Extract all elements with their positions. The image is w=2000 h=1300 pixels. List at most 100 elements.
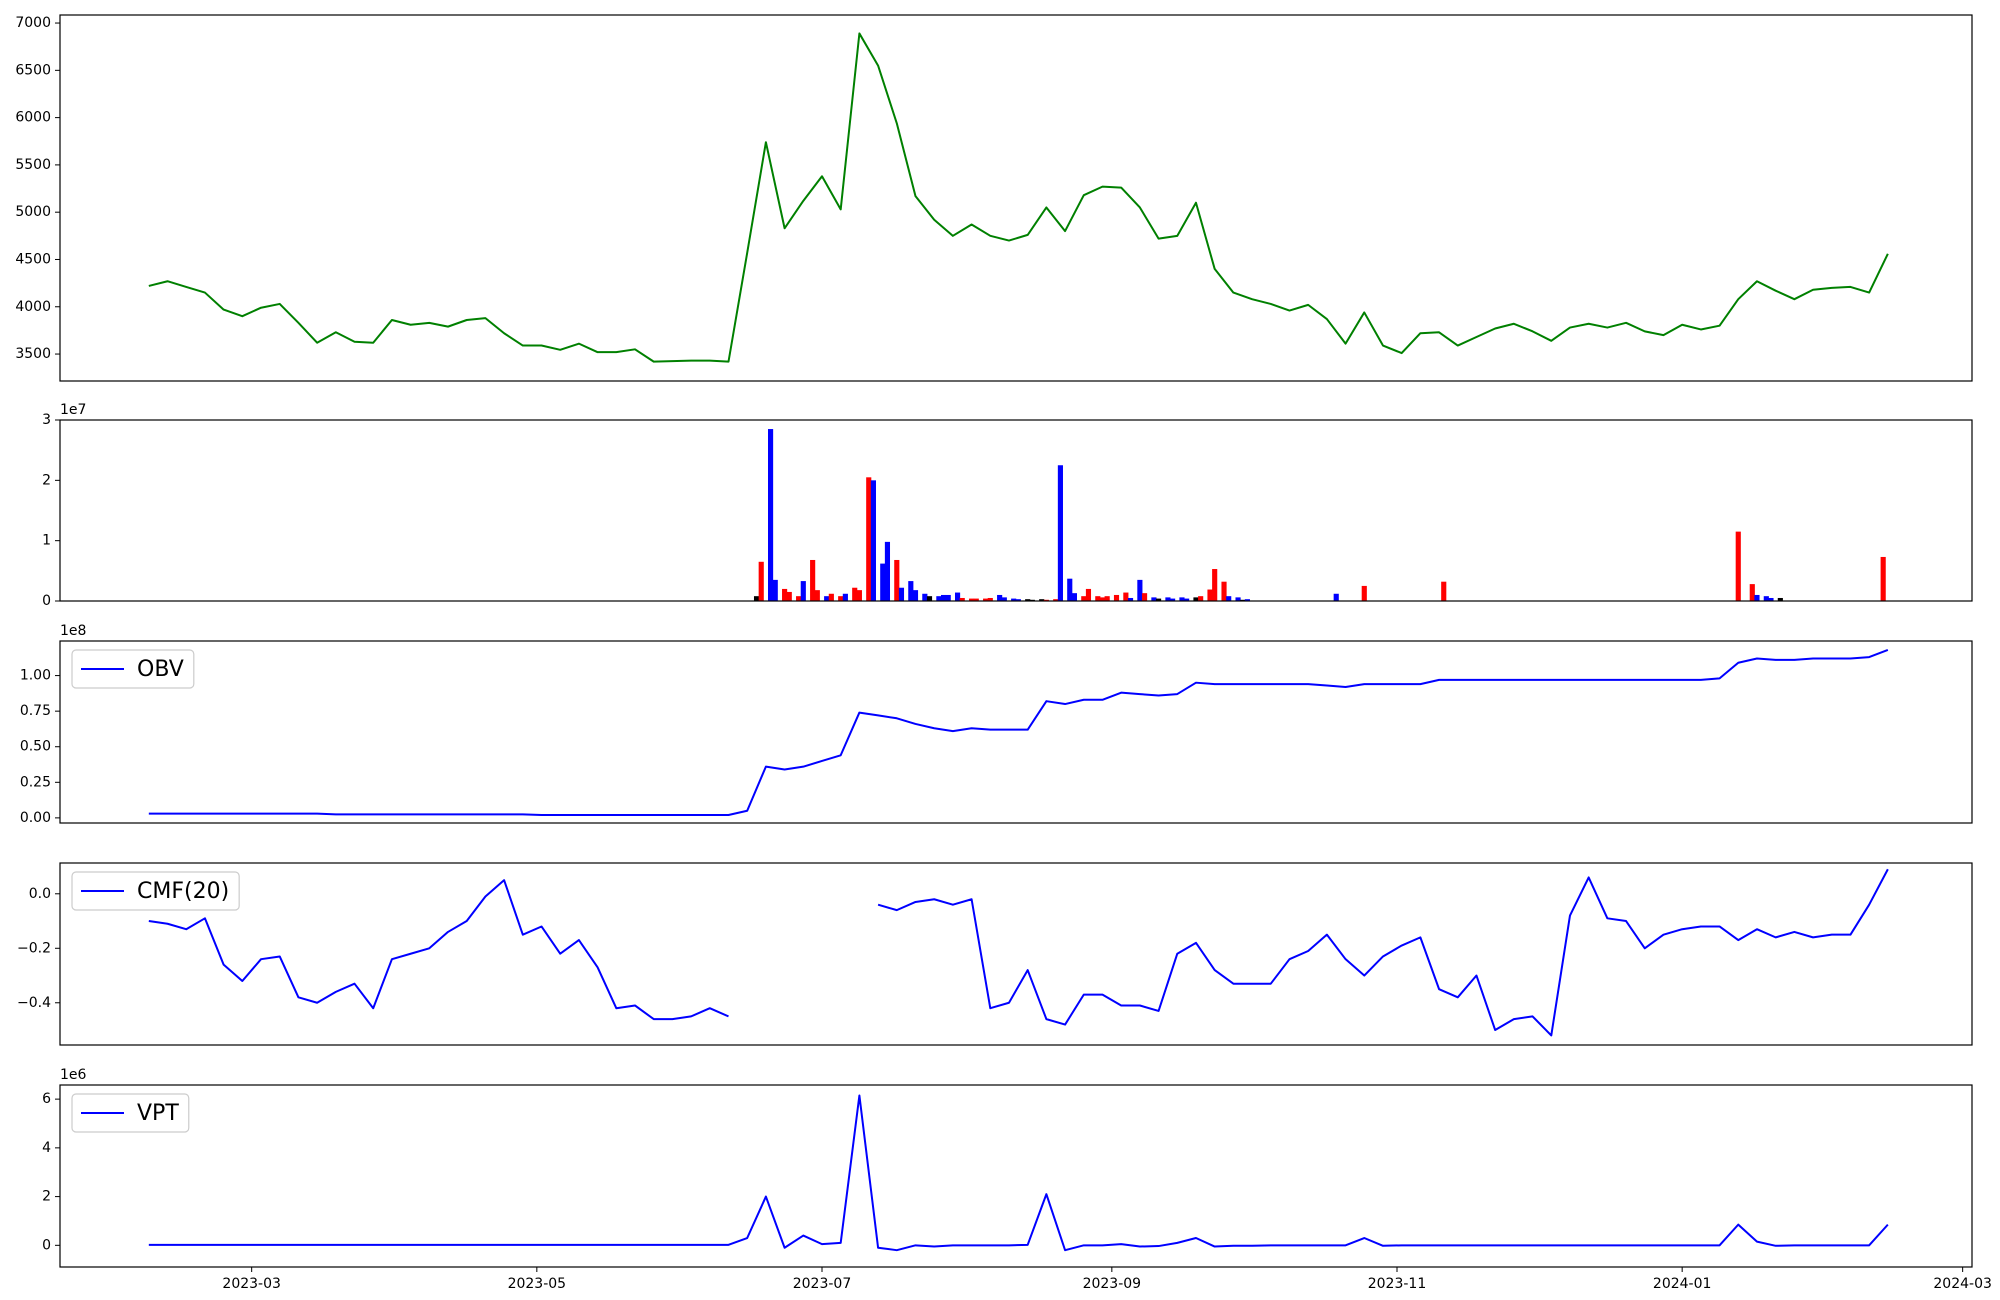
- bar: [1085, 588, 1092, 601]
- bar: [768, 429, 774, 601]
- line-series: [148, 1094, 1889, 1252]
- bar: [1212, 569, 1218, 601]
- bar: [922, 593, 928, 601]
- y-tick-label: 1: [42, 533, 51, 549]
- y-offset-label: 1e8: [60, 623, 86, 639]
- bar: [1193, 597, 1199, 601]
- y-tick-label: 1.00: [20, 668, 51, 684]
- plot-frame: [59, 862, 1973, 1046]
- y-tick-label: 2: [42, 1189, 51, 1205]
- bar: [1141, 593, 1148, 601]
- bar: [1053, 599, 1059, 601]
- bar: [1151, 597, 1157, 601]
- bar: [866, 477, 872, 601]
- bar: [1067, 578, 1073, 601]
- y-tick-label: 0.00: [20, 810, 51, 826]
- bar: [926, 596, 933, 601]
- line-series: [148, 32, 1889, 363]
- bar: [936, 596, 942, 601]
- legend-label: VPT: [137, 1101, 179, 1126]
- bar: [814, 590, 820, 601]
- bar: [1880, 556, 1886, 601]
- x-tick-label: 2024-01: [1653, 1276, 1712, 1292]
- bar: [1754, 594, 1760, 601]
- y-tick-label: −0.4: [17, 995, 51, 1011]
- y-tick-label: 3: [42, 412, 51, 428]
- legend-box: [71, 871, 240, 911]
- bar: [856, 590, 862, 601]
- bar: [880, 563, 886, 601]
- y-offset-label: 1e7: [60, 402, 86, 418]
- bar: [983, 598, 989, 601]
- bar: [1226, 596, 1232, 601]
- bar: [908, 581, 914, 601]
- plot-frame: [59, 1084, 1973, 1268]
- legend-label: OBV: [137, 657, 184, 682]
- bar: [912, 590, 919, 601]
- bar: [1777, 597, 1783, 601]
- y-tick-label: 0: [42, 593, 51, 609]
- bar: [1011, 598, 1017, 601]
- bar: [1025, 599, 1031, 601]
- bar: [852, 587, 858, 601]
- bar: [1240, 599, 1246, 601]
- y-tick-label: 7000: [15, 15, 51, 31]
- bar: [1113, 594, 1120, 601]
- y-tick-label: 4: [42, 1140, 51, 1156]
- bar: [1081, 596, 1087, 601]
- bar: [1123, 592, 1129, 601]
- bar: [824, 596, 830, 601]
- y-tick-label: 0.0: [29, 886, 51, 902]
- y-tick-label: 5000: [15, 204, 51, 220]
- bar: [1361, 585, 1367, 601]
- x-tick-label: 2023-11: [1368, 1276, 1427, 1292]
- bar: [1749, 584, 1755, 601]
- bar: [1043, 599, 1049, 601]
- bar: [884, 541, 891, 601]
- bar: [772, 579, 778, 601]
- bar: [954, 592, 961, 601]
- bar: [1127, 597, 1134, 601]
- bar: [870, 480, 876, 601]
- bar: [1104, 596, 1110, 601]
- bar: [1099, 597, 1106, 601]
- y-tick-label: 0.25: [20, 774, 51, 790]
- bar: [753, 596, 760, 601]
- bar: [1179, 597, 1185, 601]
- bar: [1015, 599, 1021, 601]
- x-tick-label: 2023-05: [508, 1276, 567, 1292]
- line-series: [148, 649, 1889, 817]
- line-series: [148, 868, 1889, 1037]
- x-tick-label: 2023-07: [793, 1276, 852, 1292]
- bar: [1768, 597, 1774, 601]
- bar: [898, 587, 905, 601]
- bar: [987, 597, 993, 601]
- bar: [782, 588, 788, 601]
- bar: [1235, 597, 1241, 601]
- bar: [1198, 596, 1204, 601]
- bar: [1057, 465, 1063, 601]
- bar: [838, 596, 844, 601]
- bar: [1039, 599, 1045, 601]
- bar: [842, 593, 848, 601]
- legend-box: [71, 649, 195, 689]
- plot-frame: [59, 640, 1973, 824]
- y-tick-label: 6: [42, 1091, 51, 1107]
- bar: [1735, 531, 1741, 601]
- legend-label: CMF(20): [137, 879, 229, 904]
- bar: [1156, 598, 1162, 601]
- y-tick-label: 2: [42, 472, 51, 488]
- y-tick-label: 6500: [15, 62, 51, 78]
- bar: [810, 559, 816, 601]
- bar: [1184, 598, 1190, 601]
- plot-frame: [59, 14, 1973, 382]
- bar: [786, 591, 792, 601]
- y-tick-label: 4500: [15, 251, 51, 267]
- x-tick-label: 2023-03: [222, 1276, 281, 1292]
- x-tick-label: 2024-03: [1933, 1276, 1992, 1292]
- bar: [1095, 596, 1101, 601]
- bar: [758, 561, 764, 601]
- y-tick-label: 4000: [15, 299, 51, 315]
- bar: [1441, 581, 1447, 601]
